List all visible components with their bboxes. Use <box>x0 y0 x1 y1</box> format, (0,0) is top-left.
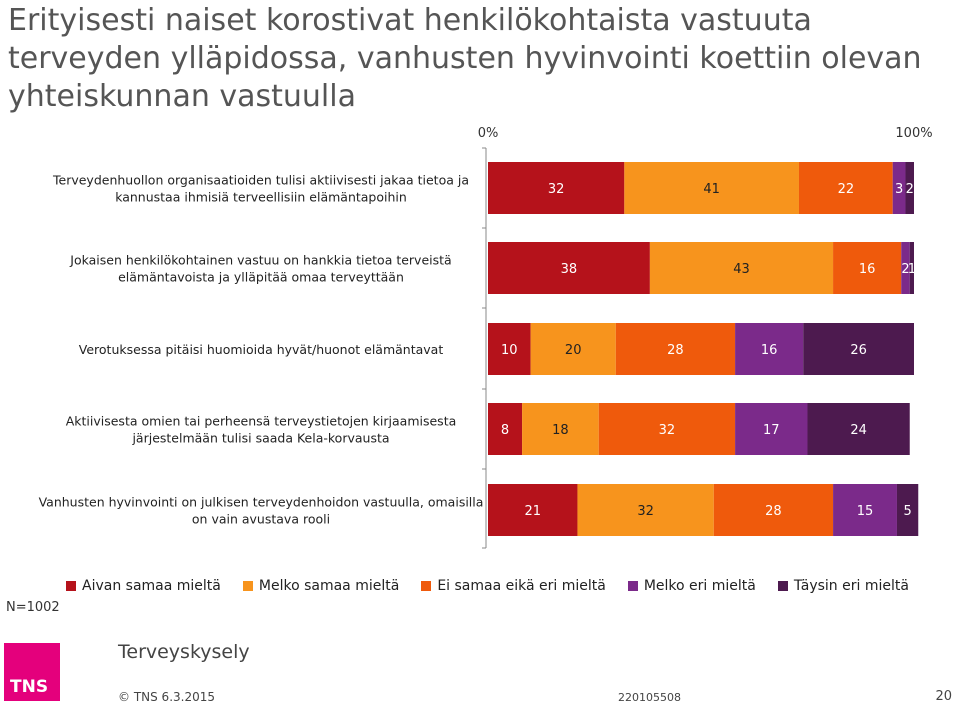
page-title: Erityisesti naiset korostivat henkilökoh… <box>8 3 922 114</box>
data-label: 26 <box>850 343 867 358</box>
data-label: 22 <box>838 182 855 197</box>
legend-item-aivan-samaa: Aivan samaa mieltä <box>66 578 221 594</box>
bar-segment <box>624 162 799 214</box>
bar-segment <box>488 162 625 214</box>
data-label: 43 <box>733 262 750 277</box>
bar-segment <box>577 484 714 536</box>
brand-name: Terveyskysely <box>118 641 250 663</box>
bar-segment <box>901 242 910 294</box>
data-label: 28 <box>667 343 684 358</box>
data-label: 10 <box>501 343 518 358</box>
bar-segment <box>896 484 919 536</box>
data-label: 24 <box>850 423 867 438</box>
data-label: 18 <box>552 423 569 438</box>
bar-segment <box>833 484 897 536</box>
bar-segment <box>649 242 834 294</box>
bar-segment <box>488 242 650 294</box>
data-label: 16 <box>761 343 778 358</box>
legend-swatch <box>627 581 638 591</box>
footer-code: 220105508 <box>618 691 681 704</box>
bar-segment <box>798 162 893 214</box>
bar-segment <box>905 162 914 214</box>
bar-segment <box>892 162 906 214</box>
axis-tick-label: 0% <box>478 126 499 141</box>
bar-segment <box>713 484 834 536</box>
bar-segment <box>735 323 804 375</box>
bar-segment <box>488 403 523 455</box>
chart-legend: Aivan samaa mieltä Melko samaa mieltä Ei… <box>66 578 909 594</box>
data-label: 38 <box>561 262 578 277</box>
data-label: 28 <box>765 504 782 519</box>
data-label: 32 <box>637 504 654 519</box>
data-label: 32 <box>659 423 676 438</box>
data-label: 5 <box>903 504 911 519</box>
legend-swatch <box>66 581 76 591</box>
tns-logo: TNS <box>4 643 60 701</box>
legend-item-taysin-eri: Täysin eri mieltä <box>777 578 909 594</box>
data-label: 1 <box>908 262 916 277</box>
data-label: 2 <box>906 182 914 197</box>
data-label: 17 <box>763 423 780 438</box>
bar-segment <box>488 484 578 536</box>
legend-item-ei-samaa-eika-eri: Ei samaa eikä eri mieltä <box>421 578 606 594</box>
bar-segment <box>909 242 914 294</box>
legend-label: Aivan samaa mieltä <box>82 578 221 594</box>
category-label: Vanhusten hyvinvointi on julkisen tervey… <box>39 495 484 527</box>
data-label: 41 <box>703 182 720 197</box>
legend-item-melko-eri: Melko eri mieltä <box>627 578 756 594</box>
data-label: 32 <box>548 182 565 197</box>
bar-segment <box>803 323 914 375</box>
category-label: Terveydenhuollon organisaatioiden tulisi… <box>52 173 469 205</box>
bar-segment <box>522 403 599 455</box>
data-label: 3 <box>895 182 903 197</box>
category-label: Aktiivisesta omien tai perheensä terveys… <box>66 414 457 446</box>
stacked-bar-chart: 0% 100% Terveydenhuollon organisaatioiden … <box>39 126 933 549</box>
data-label: 21 <box>524 504 541 519</box>
legend-swatch <box>777 581 788 591</box>
legend-swatch <box>421 581 432 591</box>
sample-size: N=1002 <box>6 600 60 615</box>
legend-label: Täysin eri mieltä <box>793 578 909 594</box>
data-label: 15 <box>857 504 874 519</box>
logo-text: TNS <box>10 677 49 697</box>
bar-segment <box>598 403 736 455</box>
bar-segment <box>735 403 808 455</box>
page-number: 20 <box>935 689 952 704</box>
bar-segment <box>615 323 736 375</box>
bar-segment <box>488 323 531 375</box>
category-label: Jokaisen henkilökohtainen vastuu on hank… <box>69 253 451 285</box>
bar-segment <box>530 323 616 375</box>
legend-label: Ei samaa eikä eri mieltä <box>437 578 606 594</box>
legend-label: Melko samaa mieltä <box>258 578 400 594</box>
data-label: 20 <box>565 343 582 358</box>
legend-label: Melko eri mieltä <box>643 578 756 594</box>
bar-segment <box>833 242 902 294</box>
data-label: 8 <box>501 423 509 438</box>
data-label: 2 <box>901 262 909 277</box>
legend-swatch <box>242 581 253 591</box>
axis-tick-label: 100% <box>895 126 932 141</box>
category-label: Verotuksessa pitäisi huomioida hyvät/huo… <box>79 342 444 357</box>
legend-item-melko-samaa: Melko samaa mieltä <box>242 578 400 594</box>
data-label: 16 <box>859 262 876 277</box>
footer-copyright: © TNS 6.3.2015 <box>118 690 215 704</box>
bar-segment <box>807 403 910 455</box>
